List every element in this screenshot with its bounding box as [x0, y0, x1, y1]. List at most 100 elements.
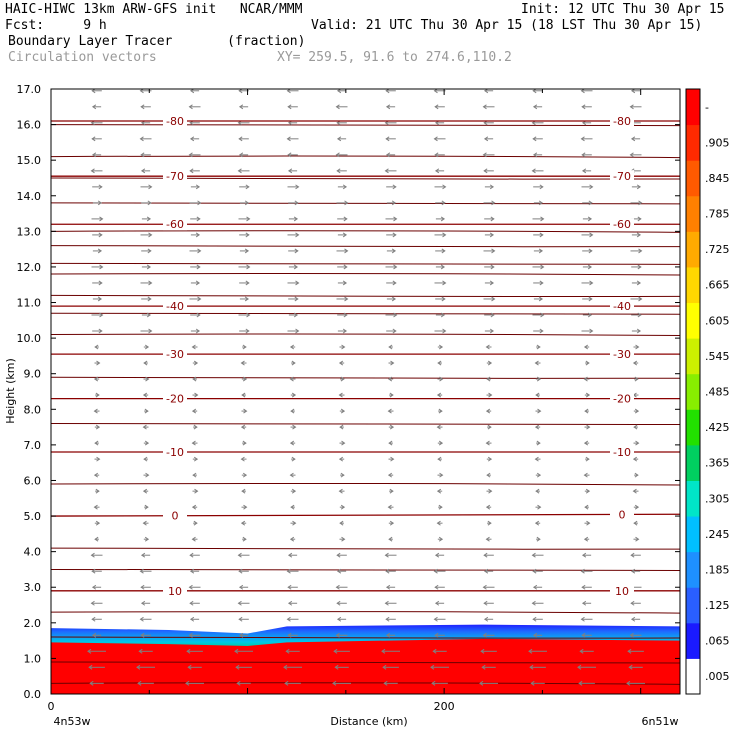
wind-vector — [286, 568, 299, 574]
wind-vector — [191, 536, 198, 542]
wind-vector — [340, 376, 345, 382]
colorbar-swatch — [686, 231, 700, 268]
wind-vector — [185, 680, 204, 686]
wind-vector — [634, 472, 639, 478]
wind-vector — [484, 312, 495, 318]
wind-vector — [485, 408, 492, 414]
wind-vector — [141, 296, 152, 302]
wind-vector — [336, 136, 347, 142]
wind-vector — [386, 200, 397, 206]
wind-vector — [484, 232, 495, 238]
wind-vector — [628, 664, 643, 670]
theta-contour — [51, 333, 680, 337]
wind-vector — [189, 168, 200, 174]
wind-vector — [290, 424, 297, 430]
isotherm-label: -10 — [166, 446, 184, 459]
wind-vector — [385, 568, 396, 574]
theta-contour — [51, 155, 680, 159]
wind-vector — [91, 104, 102, 110]
wind-vector — [583, 440, 590, 446]
wind-vector — [189, 600, 200, 606]
wind-vector — [484, 264, 495, 270]
wind-vector — [335, 584, 348, 590]
wind-vector — [337, 312, 348, 318]
wind-vector — [580, 136, 593, 142]
isotherm-label: -20 — [613, 393, 631, 406]
wind-vector — [142, 392, 149, 398]
wind-vector — [189, 248, 202, 254]
wind-vector — [93, 376, 100, 382]
wind-vector — [531, 168, 544, 174]
wind-vector — [385, 264, 398, 270]
wind-vector — [535, 392, 540, 398]
wind-vector — [530, 680, 545, 686]
wind-vector — [583, 344, 590, 350]
wind-vector — [482, 632, 495, 638]
wind-vector — [288, 264, 299, 270]
wind-vector — [480, 648, 497, 654]
wind-vector — [387, 504, 394, 510]
wind-vector — [437, 472, 444, 478]
wind-vector — [140, 600, 151, 606]
wind-vector — [532, 616, 543, 622]
wind-vector — [633, 440, 640, 446]
wind-vector — [337, 216, 348, 222]
wind-vector — [94, 424, 101, 430]
wind-vector — [239, 232, 250, 238]
wind-vector — [141, 200, 152, 206]
wind-vector — [237, 552, 250, 558]
wind-vector — [584, 408, 589, 414]
wind-vector — [386, 184, 397, 190]
colorbar-swatch — [686, 516, 700, 553]
wind-vector — [384, 552, 397, 558]
wind-vector — [482, 104, 495, 110]
isotherm-label: -70 — [166, 170, 184, 183]
wind-vector — [140, 328, 153, 334]
colorbar-label: .245 — [705, 528, 730, 541]
wind-vector — [629, 104, 642, 110]
model-title: HAIC-HIWC 13km ARW-GFS init NCAR/MMM — [5, 2, 303, 17]
wind-vector — [584, 504, 589, 510]
wind-vector — [192, 456, 199, 462]
wind-vector — [139, 568, 152, 574]
isotherm-label: 10 — [615, 585, 629, 598]
colorbar-label: - — [705, 101, 709, 114]
wind-vector — [486, 472, 491, 478]
wind-vector — [386, 328, 397, 334]
wind-vector — [581, 584, 592, 590]
colorbar-swatch — [686, 622, 700, 659]
wind-vector — [290, 392, 297, 398]
isotherm-label: 0 — [172, 510, 179, 523]
wind-vector — [143, 360, 148, 366]
wind-vector — [389, 488, 394, 494]
wind-vector — [337, 184, 348, 190]
wind-vector — [388, 456, 395, 462]
y-tick-label: 10.0 — [17, 332, 42, 345]
theta-contour — [51, 230, 680, 233]
wind-vector — [483, 616, 494, 622]
wind-vector — [583, 536, 590, 542]
wind-vector — [192, 472, 197, 478]
wind-vector — [436, 392, 443, 398]
wind-vector — [385, 152, 396, 158]
wind-vector — [242, 440, 247, 446]
wind-vector — [633, 504, 640, 510]
isotherm-label-bg — [163, 392, 187, 405]
wind-vector — [385, 216, 398, 222]
wind-vector — [433, 568, 446, 574]
wind-vector — [189, 552, 200, 558]
wind-vector — [286, 136, 299, 142]
wind-vector — [338, 456, 345, 462]
wind-vector — [434, 168, 445, 174]
wind-vector — [388, 344, 393, 350]
wind-vector — [239, 248, 250, 254]
wind-vector — [339, 504, 346, 510]
wind-vector — [582, 216, 593, 222]
wind-vector — [383, 680, 398, 686]
wind-vector — [387, 472, 394, 478]
y-tick-label: 11.0 — [17, 297, 42, 310]
wind-vector — [241, 504, 248, 510]
wind-vector — [581, 600, 592, 606]
wind-vector — [435, 296, 446, 302]
wind-vector — [582, 312, 593, 318]
